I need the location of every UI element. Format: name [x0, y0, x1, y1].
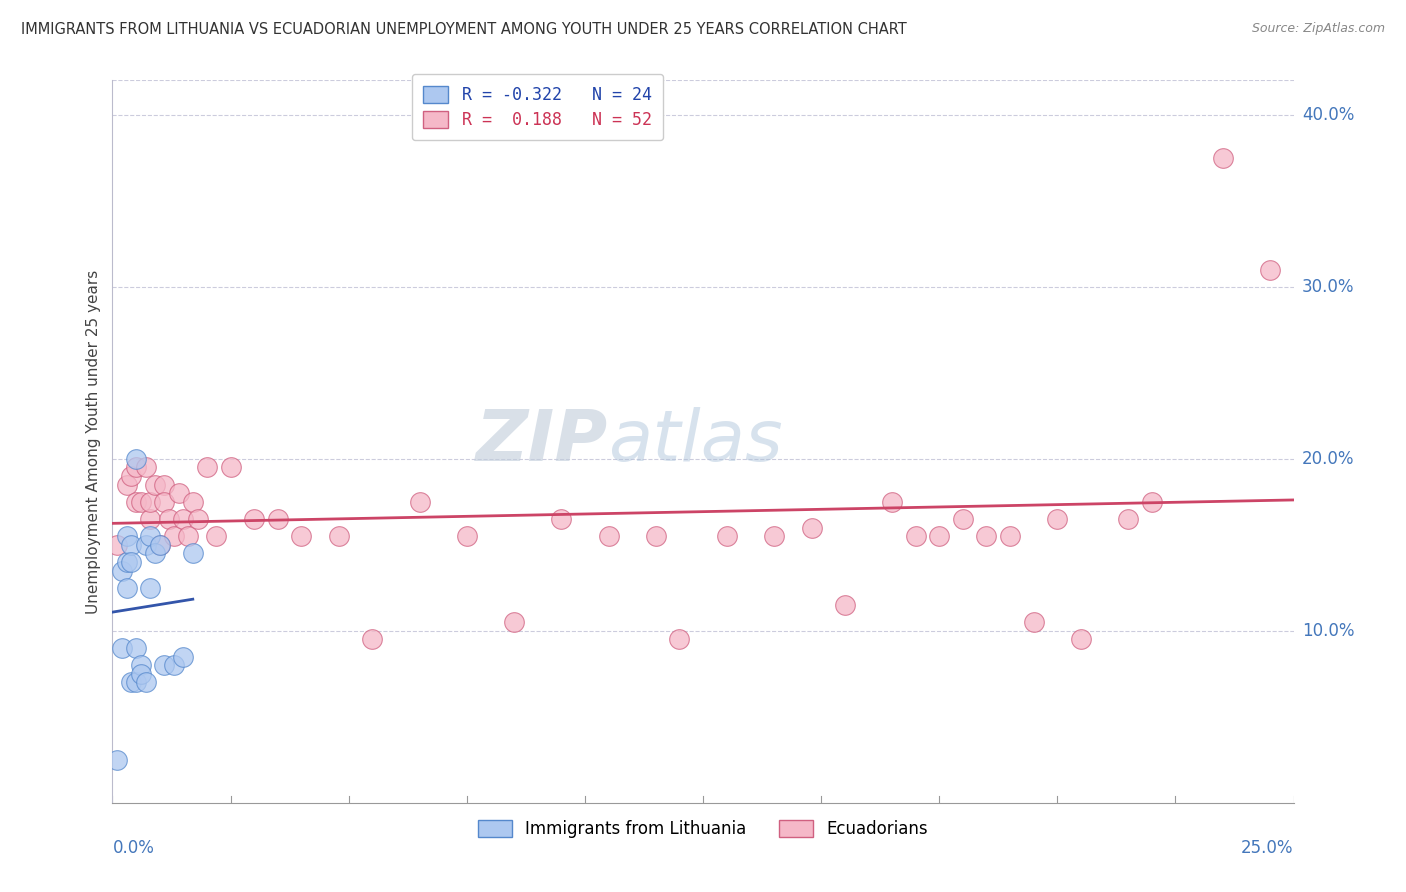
Text: 40.0%: 40.0%: [1302, 105, 1354, 124]
Text: 10.0%: 10.0%: [1302, 622, 1354, 640]
Point: [1258, 262, 1281, 277]
Point: [105, 753, 128, 767]
Point: [115, 529, 138, 543]
Point: [1070, 632, 1092, 647]
Point: [135, 460, 157, 475]
Point: [143, 477, 166, 491]
Point: [998, 529, 1021, 543]
Point: [904, 529, 927, 543]
Text: 0.0%: 0.0%: [112, 838, 155, 857]
Point: [139, 494, 162, 508]
Point: [129, 666, 152, 681]
Point: [120, 675, 142, 690]
Point: [1022, 615, 1045, 630]
Point: [153, 477, 176, 491]
Point: [328, 529, 350, 543]
Point: [120, 538, 142, 552]
Point: [125, 494, 148, 508]
Point: [143, 546, 166, 560]
Point: [135, 675, 157, 690]
Point: [149, 538, 172, 552]
Point: [1116, 512, 1139, 526]
Point: [976, 529, 998, 543]
Point: [762, 529, 785, 543]
Text: IMMIGRANTS FROM LITHUANIA VS ECUADORIAN UNEMPLOYMENT AMONG YOUTH UNDER 25 YEARS : IMMIGRANTS FROM LITHUANIA VS ECUADORIAN …: [21, 22, 907, 37]
Point: [111, 564, 134, 578]
Point: [181, 546, 204, 560]
Point: [153, 658, 176, 673]
Point: [125, 451, 148, 466]
Text: 25.0%: 25.0%: [1241, 838, 1294, 857]
Point: [120, 555, 142, 569]
Point: [668, 632, 690, 647]
Text: 30.0%: 30.0%: [1302, 277, 1354, 296]
Point: [172, 512, 194, 526]
Point: [800, 520, 823, 534]
Legend: Immigrants from Lithuania, Ecuadorians: Immigrants from Lithuania, Ecuadorians: [471, 814, 935, 845]
Text: atlas: atlas: [609, 407, 783, 476]
Point: [153, 494, 176, 508]
Point: [172, 649, 194, 664]
Point: [115, 555, 138, 569]
Point: [361, 632, 384, 647]
Point: [1140, 494, 1163, 508]
Point: [139, 529, 162, 543]
Point: [267, 512, 290, 526]
Point: [129, 494, 152, 508]
Point: [177, 529, 200, 543]
Point: [952, 512, 974, 526]
Point: [139, 512, 162, 526]
Text: Source: ZipAtlas.com: Source: ZipAtlas.com: [1251, 22, 1385, 36]
Point: [1212, 151, 1234, 165]
Point: [195, 460, 218, 475]
Point: [503, 615, 526, 630]
Y-axis label: Unemployment Among Youth under 25 years: Unemployment Among Youth under 25 years: [86, 269, 101, 614]
Point: [716, 529, 738, 543]
Point: [111, 640, 134, 655]
Point: [644, 529, 666, 543]
Point: [167, 486, 190, 500]
Point: [456, 529, 478, 543]
Point: [205, 529, 228, 543]
Point: [115, 581, 138, 595]
Point: [125, 640, 148, 655]
Point: [135, 538, 157, 552]
Point: [129, 658, 152, 673]
Point: [219, 460, 242, 475]
Point: [125, 460, 148, 475]
Point: [598, 529, 620, 543]
Point: [243, 512, 266, 526]
Point: [834, 598, 856, 612]
Point: [157, 512, 180, 526]
Point: [550, 512, 572, 526]
Text: 20.0%: 20.0%: [1302, 450, 1354, 467]
Point: [163, 658, 186, 673]
Point: [139, 581, 162, 595]
Point: [149, 538, 172, 552]
Point: [186, 512, 208, 526]
Point: [880, 494, 903, 508]
Point: [105, 538, 128, 552]
Point: [181, 494, 204, 508]
Point: [125, 675, 148, 690]
Point: [408, 494, 430, 508]
Point: [928, 529, 950, 543]
Text: ZIP: ZIP: [477, 407, 609, 476]
Point: [290, 529, 312, 543]
Point: [1046, 512, 1069, 526]
Point: [120, 469, 142, 483]
Point: [115, 477, 138, 491]
Point: [163, 529, 186, 543]
